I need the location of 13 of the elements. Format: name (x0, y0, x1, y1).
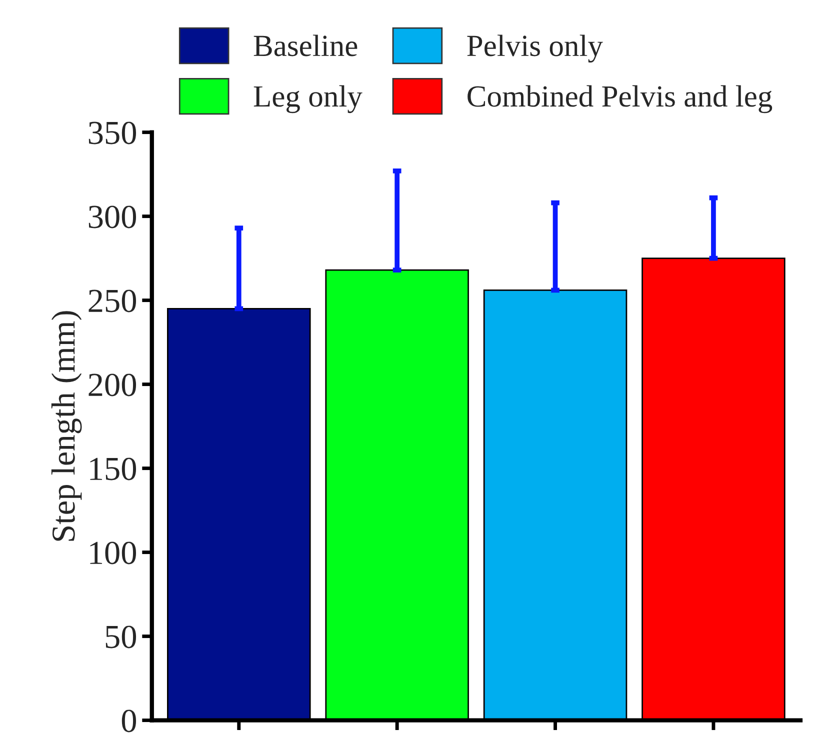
y-tick-label: 350 (88, 122, 136, 144)
y-tick-label: 50 (106, 626, 136, 648)
y-tick-label: 100 (90, 542, 136, 564)
y-tick-label: 0 (122, 710, 136, 732)
y-tick-label: 200 (88, 374, 136, 396)
legend-label: Combined Pelvis and leg (468, 85, 772, 114)
y-axis-title: Step length (mm) (51, 311, 82, 541)
y-tick-label: 250 (88, 290, 136, 312)
y-tick-label: 150 (90, 458, 136, 480)
legend-label: Baseline (254, 34, 358, 56)
y-tick-label: 300 (88, 206, 136, 228)
legend-label: Leg only (254, 85, 362, 114)
legend-label: Pelvis only (467, 34, 603, 63)
